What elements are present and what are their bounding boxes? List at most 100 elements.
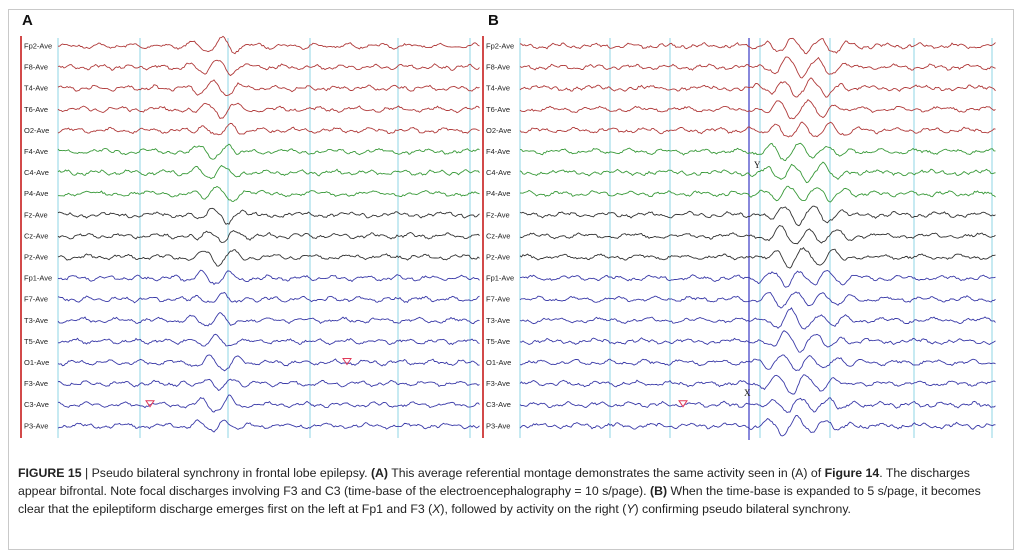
eeg-trace	[58, 333, 480, 347]
discharge-marker-triangle	[145, 400, 155, 408]
channel-label: O1-Ave	[24, 358, 49, 367]
eeg-trace	[57, 311, 480, 327]
eeg-trace	[57, 269, 480, 286]
figure-label: FIGURE 15	[18, 466, 82, 480]
eeg-trace	[57, 249, 480, 267]
eeg-panel-a: Fp2-Ave F8-Ave T4-Ave T6-Ave O2-Ave F4-Ave C4-…	[20, 35, 480, 438]
channel-label: C3-Ave	[24, 400, 49, 409]
channel-label: C3-Ave	[486, 400, 511, 409]
eeg-trace	[519, 307, 996, 330]
channel-label: F7-Ave	[486, 295, 510, 304]
channel-label: O2-Ave	[486, 126, 511, 135]
channel-label: O1-Ave	[486, 358, 511, 367]
channel-label: P4-Ave	[486, 189, 510, 198]
channel-label: Cz-Ave	[486, 231, 510, 240]
channel-label-bar	[482, 36, 484, 438]
eeg-trace	[57, 207, 480, 225]
discharge-marker-triangle	[678, 400, 688, 408]
eeg-trace	[519, 291, 996, 309]
channel-label: P3-Ave	[24, 421, 48, 430]
eeg-trace	[519, 397, 996, 414]
channel-label: Cz-Ave	[24, 231, 48, 240]
channel-label: T3-Ave	[486, 316, 510, 325]
channel-label-bar	[20, 36, 22, 438]
channel-label: T5-Ave	[24, 337, 48, 346]
eeg-trace	[519, 415, 996, 437]
caption-ref-x: X	[432, 501, 441, 516]
marker-x-label: X	[744, 388, 751, 398]
channel-label: Pz-Ave	[24, 253, 48, 262]
eeg-trace	[58, 35, 480, 55]
channel-label: F3-Ave	[24, 379, 48, 388]
eeg-trace	[519, 37, 996, 55]
caption-ref-a: (A)	[370, 466, 389, 480]
eeg-trace	[58, 185, 480, 202]
caption-ref-y: Y	[626, 501, 635, 516]
eeg-trace	[519, 246, 996, 269]
eeg-trace	[519, 142, 996, 162]
channel-label: F4-Ave	[24, 147, 48, 156]
channel-label: F4-Ave	[486, 147, 510, 156]
channel-label: T4-Ave	[486, 84, 510, 93]
eeg-trace	[519, 121, 996, 138]
figure-frame	[8, 9, 1014, 550]
eeg-trace	[520, 270, 996, 288]
eeg-trace	[57, 102, 480, 119]
caption-ref-fig14: Figure 14	[824, 466, 880, 480]
eeg-trace	[57, 79, 480, 97]
eeg-trace	[519, 161, 996, 184]
channel-label: T3-Ave	[24, 316, 48, 325]
eeg-traces: Fp2-Ave F8-Ave T4-Ave T6-Ave O2-Ave F4-Ave C4-…	[20, 35, 996, 440]
eeg-trace	[519, 56, 996, 79]
channel-label: Fz-Ave	[24, 210, 48, 219]
channel-label: Fp2-Ave	[486, 42, 514, 51]
discharge-marker-triangle	[342, 358, 352, 366]
caption-text-1: Pseudo bilateral synchrony in frontal lo…	[91, 466, 371, 480]
marker-y-label: Y	[754, 160, 761, 170]
eeg-trace	[519, 354, 996, 372]
eeg-trace	[57, 419, 480, 433]
channel-label: C4-Ave	[486, 168, 511, 177]
channel-label: C4-Ave	[24, 168, 49, 177]
channel-label: O2-Ave	[24, 126, 49, 135]
channel-label: Fp1-Ave	[24, 274, 52, 283]
channel-label: Pz-Ave	[486, 253, 510, 262]
eeg-panel-b: Fp2-Ave F8-Ave T4-Ave T6-Ave O2-Ave F4-Ave C4-…	[482, 36, 996, 440]
eeg-trace	[57, 229, 480, 243]
channel-label: Fp2-Ave	[24, 42, 52, 51]
caption-text-6: ) confirming pseudo bilateral synchrony.	[634, 501, 851, 516]
channel-label: T6-Ave	[24, 105, 48, 114]
eeg-trace	[57, 122, 480, 136]
panel-letter-a: A	[22, 12, 33, 29]
eeg-trace	[57, 143, 480, 160]
channel-label: T6-Ave	[486, 105, 510, 114]
channel-label: P3-Ave	[486, 421, 510, 430]
eeg-trace	[519, 99, 996, 120]
eeg-trace	[519, 224, 996, 245]
figure-caption: FIGURE 15 | Pseudo bilateral synchrony i…	[18, 465, 1008, 518]
channel-label: T4-Ave	[24, 84, 48, 93]
panel-letter-b: B	[488, 12, 499, 29]
channel-label: P4-Ave	[24, 189, 48, 198]
caption-text-5: ), followed by activity on the right (	[440, 501, 627, 516]
channel-label: F3-Ave	[486, 379, 510, 388]
eeg-trace	[57, 164, 480, 180]
eeg-trace	[519, 185, 996, 203]
eeg-trace	[57, 59, 480, 77]
eeg-trace	[57, 291, 480, 304]
eeg-trace	[519, 77, 996, 98]
caption-ref-b: (B)	[649, 483, 668, 498]
eeg-trace	[57, 378, 480, 391]
eeg-trace	[57, 354, 480, 372]
eeg-trace	[58, 394, 480, 413]
channel-label: Fz-Ave	[486, 210, 510, 219]
eeg-trace	[519, 330, 996, 353]
eeg-trace	[519, 374, 996, 395]
channel-label: F8-Ave	[486, 63, 510, 72]
channel-label: T5-Ave	[486, 337, 510, 346]
channel-label: Fp1-Ave	[486, 274, 514, 283]
channel-label: F7-Ave	[24, 295, 48, 304]
channel-label: F8-Ave	[24, 63, 48, 72]
caption-text-2: This average referential montage demonst…	[388, 466, 825, 480]
caption-sep: |	[81, 466, 92, 480]
